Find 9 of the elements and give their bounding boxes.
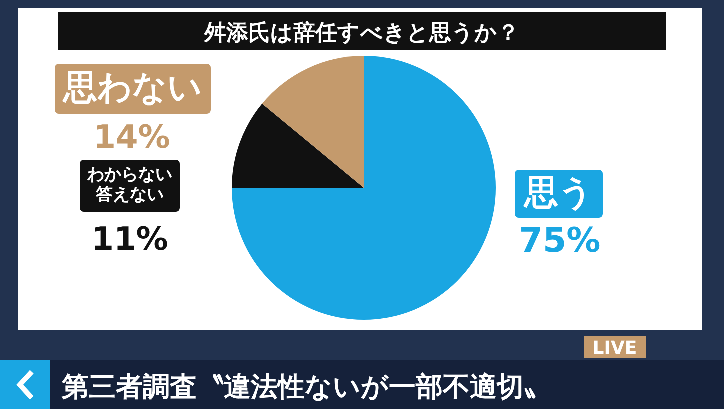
slice-label: 思わない bbox=[64, 68, 202, 109]
slice-label: わからない答えない bbox=[86, 165, 174, 206]
chart-title: 舛添氏は辞任すべきと思うか？ bbox=[204, 20, 520, 46]
slice-label: 思う bbox=[524, 173, 594, 214]
data-label: 14% bbox=[94, 118, 170, 156]
data-label: 75% bbox=[519, 221, 601, 261]
text: LIVE bbox=[592, 338, 638, 359]
text: 第三者調査〝違法性ないが一部不適切〟 bbox=[61, 372, 551, 403]
data-label: 11% bbox=[92, 220, 168, 258]
